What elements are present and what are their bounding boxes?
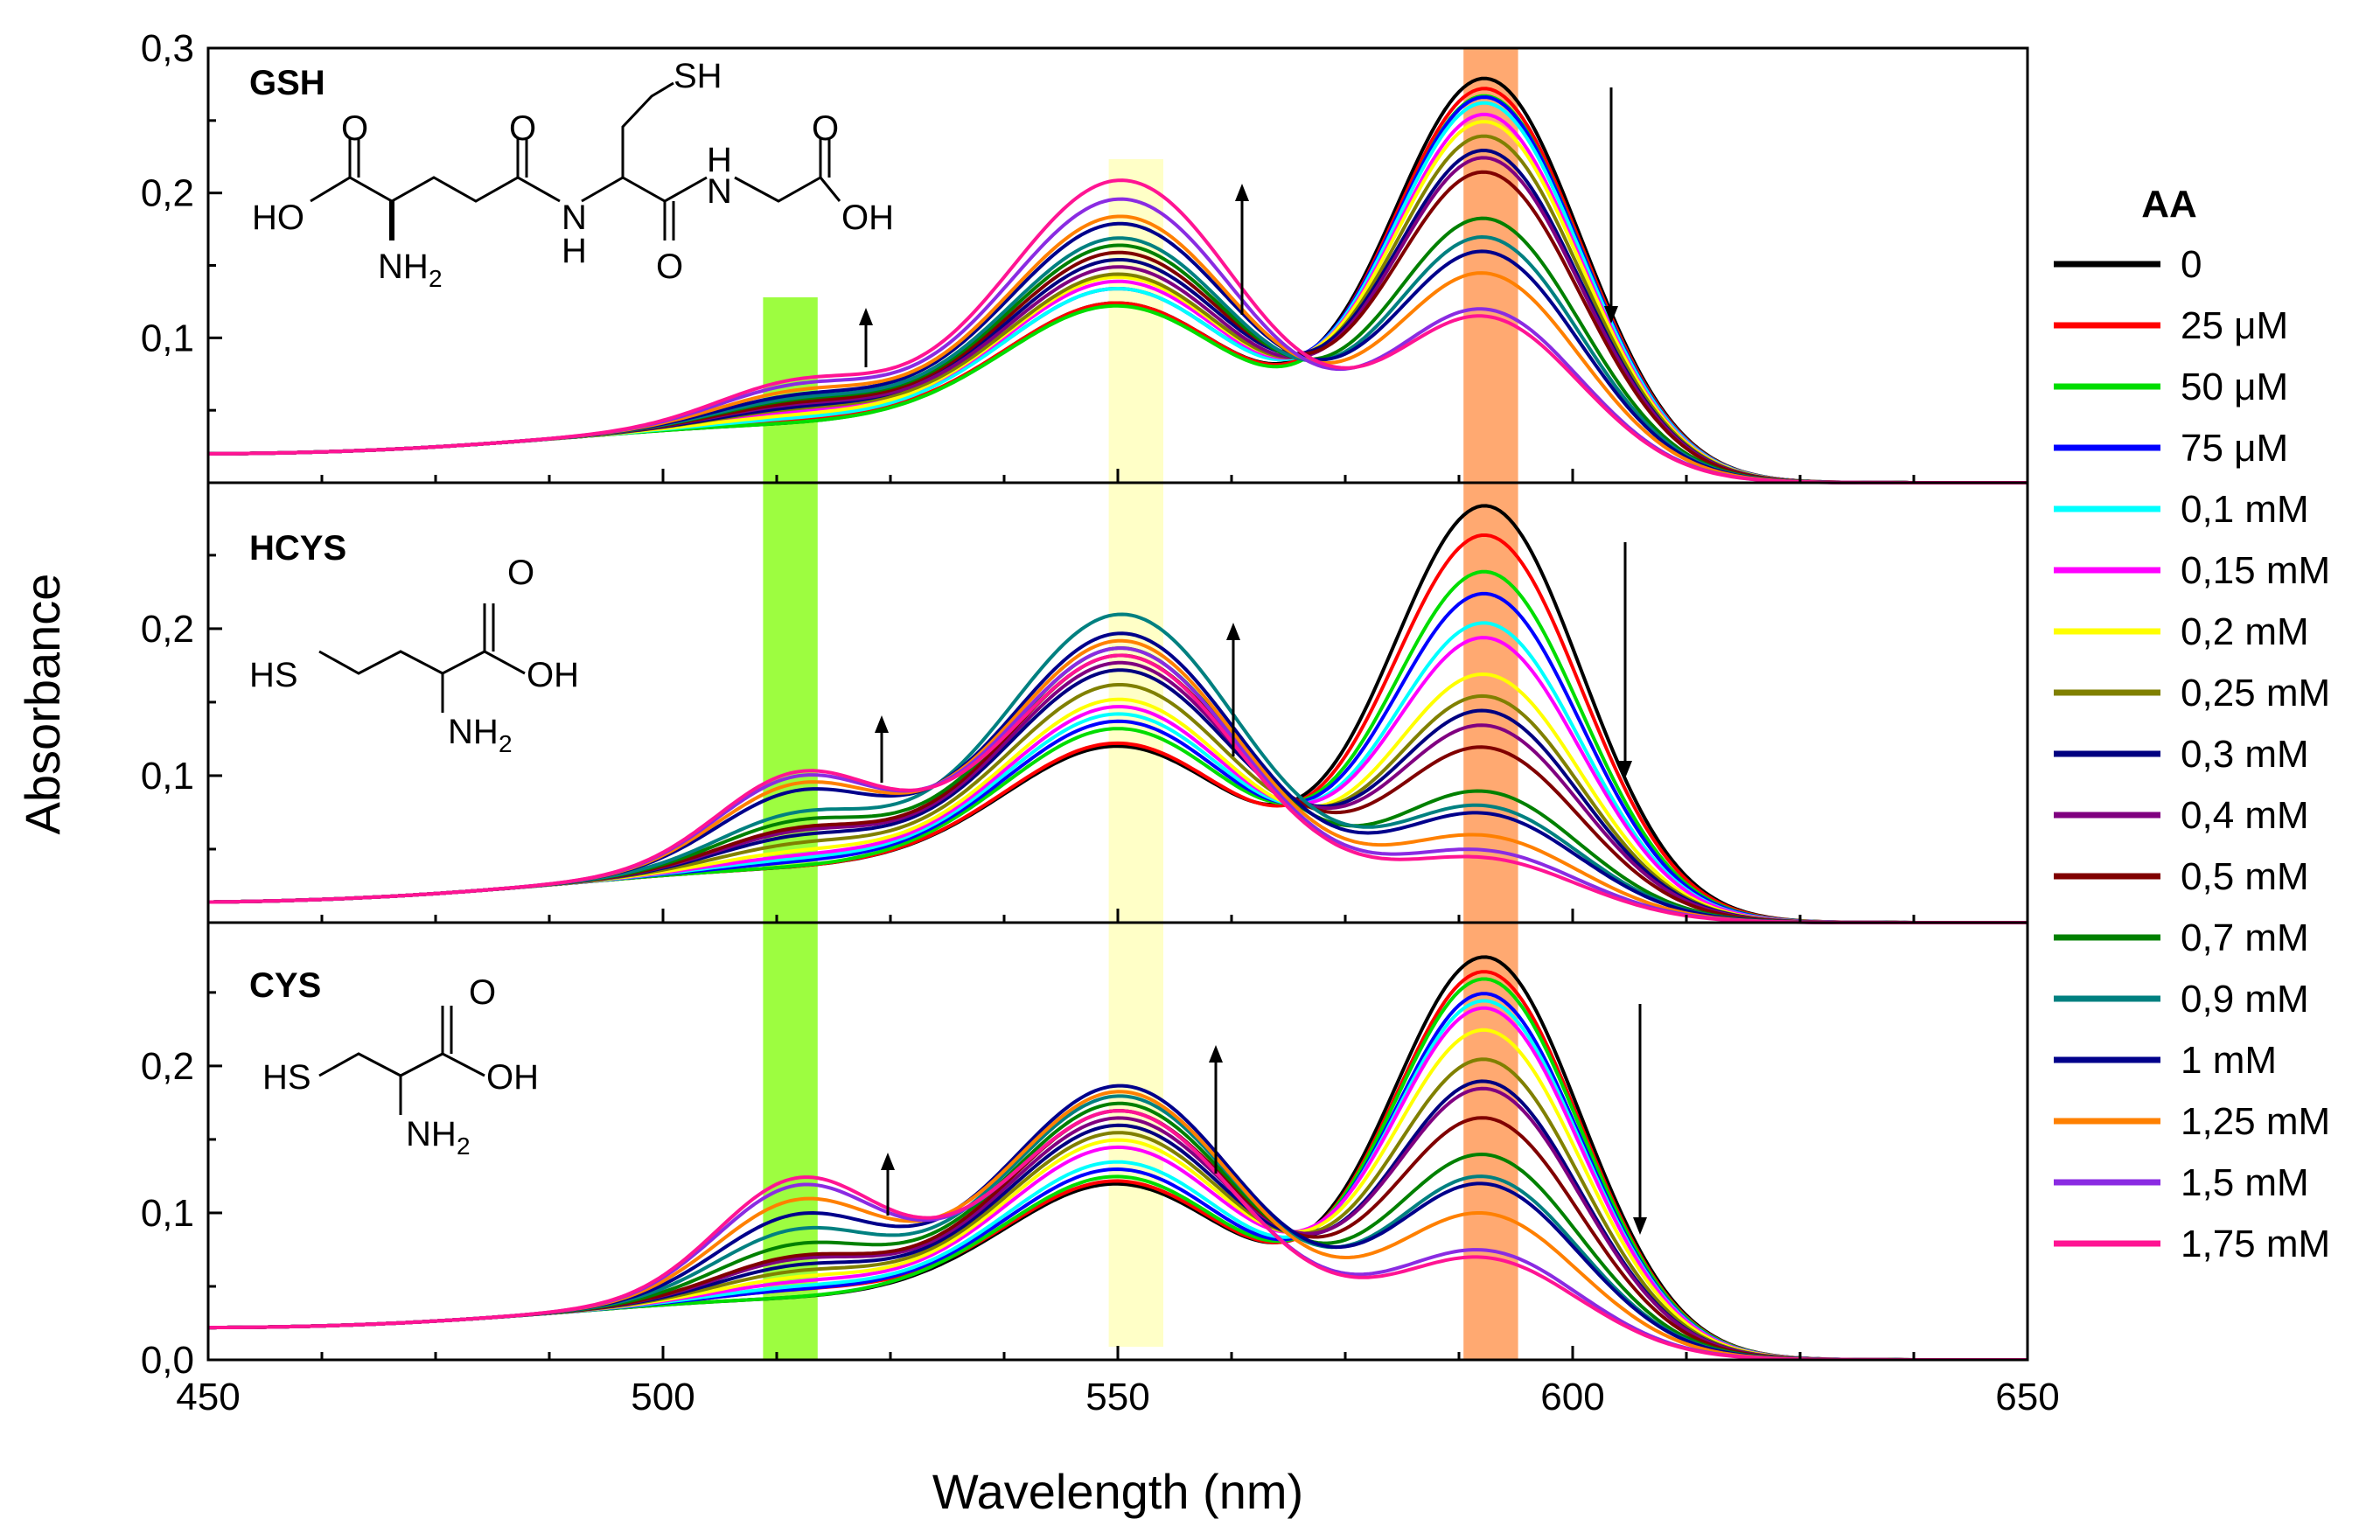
- svg-text:H: H: [562, 232, 587, 270]
- trend-arrow-head-5: [1226, 623, 1240, 640]
- trend-arrows: [859, 87, 1647, 1235]
- legend-label: 0: [2181, 243, 2202, 286]
- legend-label: 0,2 mM: [2181, 610, 2309, 653]
- svg-text:2: 2: [429, 265, 443, 292]
- svg-text:OH: OH: [486, 1058, 539, 1097]
- cys-structure: [318, 1006, 485, 1115]
- panel-label-gsh: GSH: [249, 64, 325, 102]
- trend-arrow-head-3: [1604, 306, 1618, 324]
- trend-arrow-head-2: [1235, 184, 1249, 201]
- y-tick-label: 0,2: [141, 172, 194, 215]
- legend-label: 0,5 mM: [2181, 855, 2309, 898]
- legend-label: 0,15 mM: [2181, 549, 2330, 592]
- legend-label: 0,1 mM: [2181, 488, 2309, 531]
- spectrum-gsh-17: [208, 178, 2028, 484]
- svg-text:NH: NH: [448, 713, 499, 751]
- spectrum-cys-17: [208, 1109, 2028, 1360]
- spectrum-hcys-17: [208, 653, 2028, 924]
- svg-text:H: H: [707, 141, 732, 179]
- trend-arrow-head-7: [881, 1153, 895, 1170]
- spectra-curves: [208, 76, 2028, 1360]
- y-tick-label: 0,1: [141, 317, 194, 359]
- x-axis-title: Wavelength (nm): [932, 1464, 1303, 1519]
- trend-arrow-head-4: [875, 715, 889, 733]
- svg-text:O: O: [656, 247, 683, 286]
- gsh-structure: [310, 81, 841, 240]
- svg-text:O: O: [812, 109, 839, 148]
- svg-text:O: O: [341, 109, 368, 148]
- legend-label: 1,25 mM: [2181, 1100, 2330, 1143]
- svg-text:SH: SH: [674, 57, 722, 95]
- y-tick-label: 0,1: [141, 755, 194, 798]
- trend-arrow-head-9: [1633, 1217, 1647, 1235]
- panel-label-cys: CYS: [249, 966, 321, 1005]
- hcys-structure: [318, 603, 526, 713]
- svg-text:HS: HS: [262, 1058, 311, 1097]
- trend-arrow-head-6: [1618, 761, 1632, 778]
- x-tick-label: 650: [1995, 1376, 2059, 1418]
- legend-label: 0,9 mM: [2181, 978, 2309, 1021]
- legend: AA 0 25 μM 50 μM 75 μM 0,1 mM 0,15 mM 0,2 mM 0,…: [2054, 183, 2330, 1265]
- svg-text:N: N: [707, 172, 732, 211]
- y-tick-label: 0,0: [141, 1339, 194, 1382]
- trend-arrow-head-1: [859, 308, 873, 325]
- legend-label: 0,25 mM: [2181, 672, 2330, 714]
- svg-text:O: O: [507, 554, 534, 592]
- x-tick-label: 600: [1540, 1376, 1604, 1418]
- x-tick-label: 450: [176, 1376, 240, 1418]
- svg-text:2: 2: [457, 1132, 471, 1160]
- legend-label: 1 mM: [2181, 1039, 2277, 1082]
- svg-text:OH: OH: [841, 199, 894, 237]
- legend-label: 0,7 mM: [2181, 916, 2309, 959]
- legend-label: 75 μM: [2181, 427, 2288, 470]
- panel-label-hcys: HCYS: [249, 529, 346, 568]
- svg-text:O: O: [509, 109, 536, 148]
- legend-title: AA: [2141, 183, 2197, 226]
- y-tick-label: 0,2: [141, 608, 194, 651]
- cys-structure-atoms: HS O OH NH 2: [262, 973, 539, 1160]
- legend-label: 0,4 mM: [2181, 794, 2309, 837]
- legend-label: 50 μM: [2181, 366, 2288, 408]
- svg-text:NH: NH: [406, 1115, 457, 1153]
- hcys-structure-atoms: HS O OH NH 2: [249, 554, 579, 757]
- legend-label: 0,3 mM: [2181, 733, 2309, 776]
- legend-label: 25 μM: [2181, 304, 2288, 347]
- x-tick-label: 500: [631, 1376, 694, 1418]
- x-tick-label: 550: [1085, 1376, 1149, 1418]
- y-tick-label: 0,3: [141, 27, 194, 70]
- y-axis-title: Absorbance: [15, 574, 70, 835]
- y-tick-label: 0,2: [141, 1045, 194, 1088]
- legend-label: 1,5 mM: [2181, 1161, 2309, 1204]
- svg-text:NH: NH: [378, 247, 429, 286]
- svg-text:O: O: [469, 973, 496, 1012]
- svg-text:N: N: [562, 199, 587, 237]
- y-tick-label: 0,1: [141, 1192, 194, 1235]
- svg-text:HS: HS: [249, 656, 298, 694]
- svg-text:OH: OH: [527, 656, 579, 694]
- legend-label: 1,75 mM: [2181, 1223, 2330, 1265]
- trend-arrow-head-8: [1209, 1045, 1223, 1063]
- gsh-structure-atoms: HO O NH 2 O N H SH O H N O OH: [252, 57, 894, 292]
- svg-text:HO: HO: [252, 199, 304, 237]
- svg-text:2: 2: [499, 730, 513, 757]
